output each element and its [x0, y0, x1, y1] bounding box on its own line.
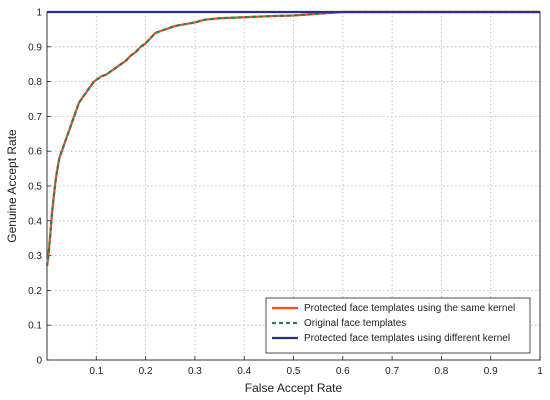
y-tick-label: 0.1	[28, 321, 42, 332]
x-tick-label: 0.5	[287, 366, 301, 377]
legend: Protected face templates using the same …	[265, 297, 531, 354]
x-tick-label: 0.7	[385, 366, 399, 377]
x-tick-label: 1	[537, 366, 543, 377]
legend-label-3: Protected face templates using different…	[304, 333, 510, 344]
y-tick-label: 0.2	[28, 286, 42, 297]
y-tick-label: 0.3	[28, 251, 42, 262]
y-tick-label: 0.4	[28, 216, 42, 227]
y-tick-label: 1	[36, 8, 42, 19]
x-tick-label: 0.8	[434, 366, 448, 377]
x-tick-label: 0.6	[336, 366, 350, 377]
legend-label-1: Protected face templates using the same …	[304, 303, 515, 314]
series-layer	[45, 10, 540, 267]
y-tick-label: 0	[36, 356, 42, 367]
series-line-2	[45, 10, 540, 267]
x-axis-label: False Accept Rate	[245, 381, 343, 395]
axes-layer: 0.1 0.2 0.3 0.4 0.5 0.6 0.7 0.8 0.9 1 0 0.1 0.2 0.3 0.…	[28, 8, 543, 378]
y-tick-label: 0.6	[28, 147, 42, 158]
y-tick-label: 0.8	[28, 77, 42, 88]
x-tick-label: 0.3	[188, 366, 202, 377]
y-axis-label: Genuine Accept Rate	[5, 129, 19, 243]
x-tick-label: 0.1	[89, 366, 103, 377]
y-tick-label: 0.7	[28, 112, 42, 123]
y-tick-label: 0.9	[28, 42, 42, 53]
x-tick-label: 0.4	[237, 366, 251, 377]
legend-label-2: Original face templates	[304, 318, 406, 329]
x-tick-label: 0.2	[139, 366, 153, 377]
x-tick-label: 0.9	[484, 366, 498, 377]
y-tick-label: 0.5	[28, 182, 42, 193]
legend-box	[265, 297, 531, 354]
